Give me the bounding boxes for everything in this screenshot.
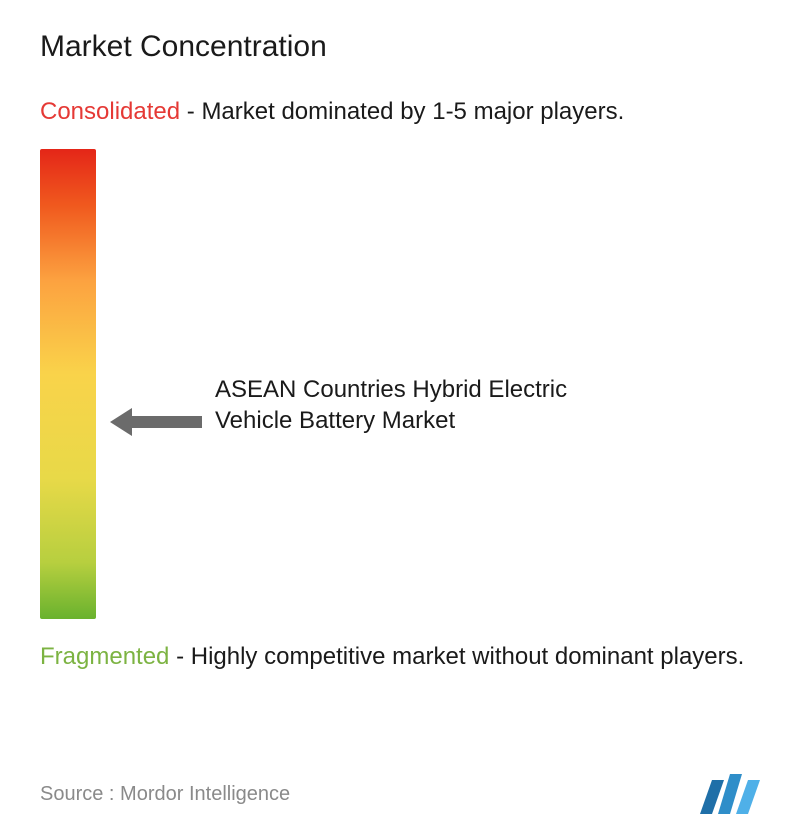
fragmented-keyword: Fragmented [40, 643, 169, 670]
mordor-logo-icon [698, 770, 768, 814]
marker-arrow-icon [110, 408, 202, 436]
gradient-bar [40, 149, 96, 619]
fragmented-desc: - Highly competitive market without domi… [169, 643, 744, 670]
consolidated-definition: Consolidated - Market dominated by 1-5 m… [40, 96, 766, 127]
arrow-head-icon [110, 408, 132, 436]
page-title: Market Concentration [40, 30, 766, 64]
source-name: Mordor Intelligence [120, 783, 290, 805]
arrow-shaft [132, 416, 202, 428]
source-attribution: Source : Mordor Intelligence [40, 783, 290, 806]
source-prefix: Source : [40, 783, 120, 805]
consolidated-desc: - Market dominated by 1-5 major players. [180, 98, 624, 125]
fragmented-definition: Fragmented - Highly competitive market w… [40, 641, 766, 672]
consolidated-keyword: Consolidated [40, 98, 180, 125]
marker-label: ASEAN Countries Hybrid Electric Vehicle … [215, 374, 575, 437]
concentration-scale: ASEAN Countries Hybrid Electric Vehicle … [40, 149, 766, 619]
